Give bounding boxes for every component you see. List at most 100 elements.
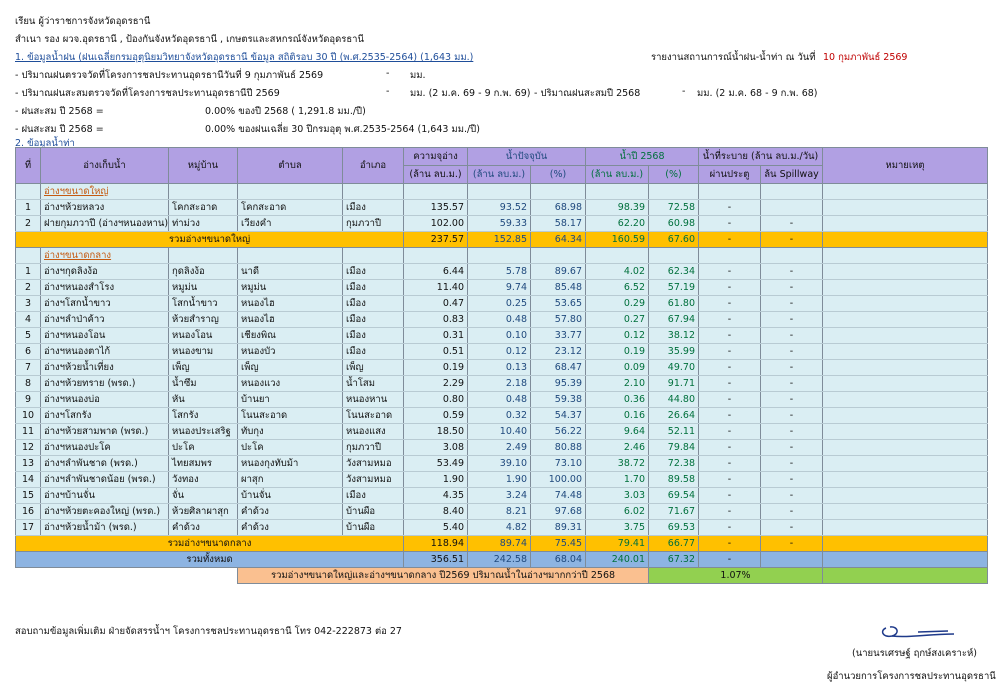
cell-subdistrict: หนองไฮ <box>237 295 343 312</box>
cell-village: โสกรัง <box>168 407 238 424</box>
large-subtotal-gate-release: - <box>698 231 761 248</box>
cell-no: 2 <box>15 215 41 232</box>
cell-2568-volume: 3.75 <box>585 519 649 536</box>
cell-gate-release: - <box>698 263 761 280</box>
col-district: อำเภอ <box>342 147 404 184</box>
cell-village: หนองโอน <box>168 327 238 344</box>
grand-total-spillway <box>759 551 824 568</box>
cell-spillway: - <box>759 295 824 312</box>
cell-no: 9 <box>15 391 41 408</box>
cell-capacity: 0.31 <box>403 327 468 344</box>
cell-capacity: 0.47 <box>403 295 468 312</box>
cell-gate-release: - <box>698 519 761 536</box>
cell-subdistrict: นาดี <box>237 263 343 280</box>
cell-2568-pct: 69.54 <box>648 487 699 504</box>
cell-subdistrict: บ้านจั่น <box>237 487 343 504</box>
cell-capacity: 11.40 <box>403 279 468 296</box>
cell-district: บ้านผือ <box>342 519 404 536</box>
cell-subdistrict: โนนสะอาด <box>237 407 343 424</box>
table-row: 10 อ่างฯโสกรัง โสกรัง โนนสะอาด โนนสะอาด 0.59 0… <box>15 407 988 424</box>
cell-2568-volume: 0.09 <box>585 359 649 376</box>
cell-no: 14 <box>15 471 41 488</box>
cell-empty <box>759 183 824 200</box>
cell-2568-volume: 2.10 <box>585 375 649 392</box>
cell-empty <box>237 247 343 264</box>
cell-remark <box>822 519 988 536</box>
grand-total-capacity: 356.51 <box>403 551 468 568</box>
cell-no: 6 <box>15 343 41 360</box>
cell-empty <box>168 183 238 200</box>
table-row: 1 อ่างฯกุดลิงง้อ กุดลิงง้อ นาดี เมือง 6.44 5.7… <box>15 263 988 280</box>
cell-2568-volume: 0.12 <box>585 327 649 344</box>
cell-district: เพ็ญ <box>342 359 404 376</box>
cell-spillway: - <box>759 311 824 328</box>
cell-subdistrict: ผาสุก <box>237 471 343 488</box>
cell-gate-release: - <box>698 359 761 376</box>
cell-village: หมูม่น <box>168 279 238 296</box>
cell-capacity: 3.08 <box>403 439 468 456</box>
cell-spillway: - <box>759 327 824 344</box>
medium-subtotal-remark <box>822 535 988 552</box>
section-row: อ่างฯขนาดกลาง <box>15 247 988 264</box>
cell-district: วังสามหมอ <box>342 471 404 488</box>
cell-remark <box>822 455 988 472</box>
cell-remark <box>822 215 988 232</box>
cell-current-pct: 85.48 <box>530 279 586 296</box>
cell-empty <box>648 183 699 200</box>
cell-subdistrict: เวียงคำ <box>237 215 343 232</box>
cell-empty <box>822 183 988 200</box>
table-row: 8 อ่างฯห้วยทราย (พรด.) น้ำซึม หนองแวง น้ำโสม… <box>15 375 988 392</box>
medium-subtotal-gate-release: - <box>698 535 761 552</box>
cell-spillway: - <box>759 487 824 504</box>
cell-current-volume: 5.78 <box>467 263 531 280</box>
cell-remark <box>822 199 988 216</box>
cell-2568-volume: 2.46 <box>585 439 649 456</box>
cell-spillway: - <box>759 343 824 360</box>
cell-current-pct: 56.22 <box>530 423 586 440</box>
cell-district: กุมภวาปี <box>342 215 404 232</box>
addressee: เรียน ผู้ว่าราชการจังหวัดอุดรธานี <box>15 16 151 27</box>
cell-capacity: 102.00 <box>403 215 468 232</box>
cell-gate-release: - <box>698 407 761 424</box>
cell-reservoir: อ่างฯห้วยตะคองใหญ่ (พรด.) <box>40 503 169 520</box>
cell-subdistrict: หนองบัว <box>237 343 343 360</box>
cell-reservoir: อ่างฯหนองปะโค <box>40 439 169 456</box>
cell-spillway: - <box>759 503 824 520</box>
cell-2568-pct: 72.38 <box>648 455 699 472</box>
cell-current-pct: 95.39 <box>530 375 586 392</box>
cell-spillway: - <box>759 407 824 424</box>
cell-district: น้ำโสม <box>342 375 404 392</box>
cell-current-pct: 68.47 <box>530 359 586 376</box>
cell-2568-volume: 0.29 <box>585 295 649 312</box>
cell-empty <box>698 183 761 200</box>
cell-spillway: - <box>759 215 824 232</box>
cell-spillway: - <box>759 391 824 408</box>
table-row: 6 อ่างฯหนองตาไก้ หนองขาม หนองบัว เมือง 0.51 0.… <box>15 343 988 360</box>
cell-empty <box>467 183 531 200</box>
rain-heading: 1. ข้อมูลน้ำฝน (ฝนเฉลี่ยกรมอุตุนิยมวิทยา… <box>15 52 474 63</box>
col-capacity: ความจุอ่าง <box>403 147 468 166</box>
col-release: น้ำที่ระบาย (ล้าน ลบ.ม./วัน) <box>697 147 824 166</box>
cell-district: บ้านผือ <box>342 503 404 520</box>
large-subtotal-current-volume: 152.85 <box>467 231 531 248</box>
rain-pct-avg-label: - ฝนสะสม ปี 2568 = <box>15 124 104 135</box>
large-subtotal-spillway: - <box>759 231 824 248</box>
cell-2568-volume: 6.52 <box>585 279 649 296</box>
cell-remark <box>822 503 988 520</box>
col-reservoir: อ่างเก็บน้ำ <box>40 147 169 184</box>
medium-subtotal-spillway: - <box>759 535 824 552</box>
cell-current-volume: 9.74 <box>467 279 531 296</box>
cell-current-pct: 59.38 <box>530 391 586 408</box>
table-row: 4 อ่างฯลำป่าค้าว ห้วยสำราญ หนองไฮ เมือง 0.83 0… <box>15 311 988 328</box>
cell-2568-volume: 62.20 <box>585 215 649 232</box>
cell-capacity: 0.80 <box>403 391 468 408</box>
cell-village: โสกน้ำขาว <box>168 295 238 312</box>
cell-2568-pct: 71.67 <box>648 503 699 520</box>
comparison-value: 1.07% <box>647 567 824 584</box>
cell-empty <box>585 247 649 264</box>
cell-village: หนองประเสริฐ <box>168 423 238 440</box>
cell-gate-release: - <box>698 455 761 472</box>
large-subtotal-current-pct: 64.34 <box>530 231 586 248</box>
cell-subdistrict: เชียงพิณ <box>237 327 343 344</box>
cell-spillway: - <box>759 423 824 440</box>
